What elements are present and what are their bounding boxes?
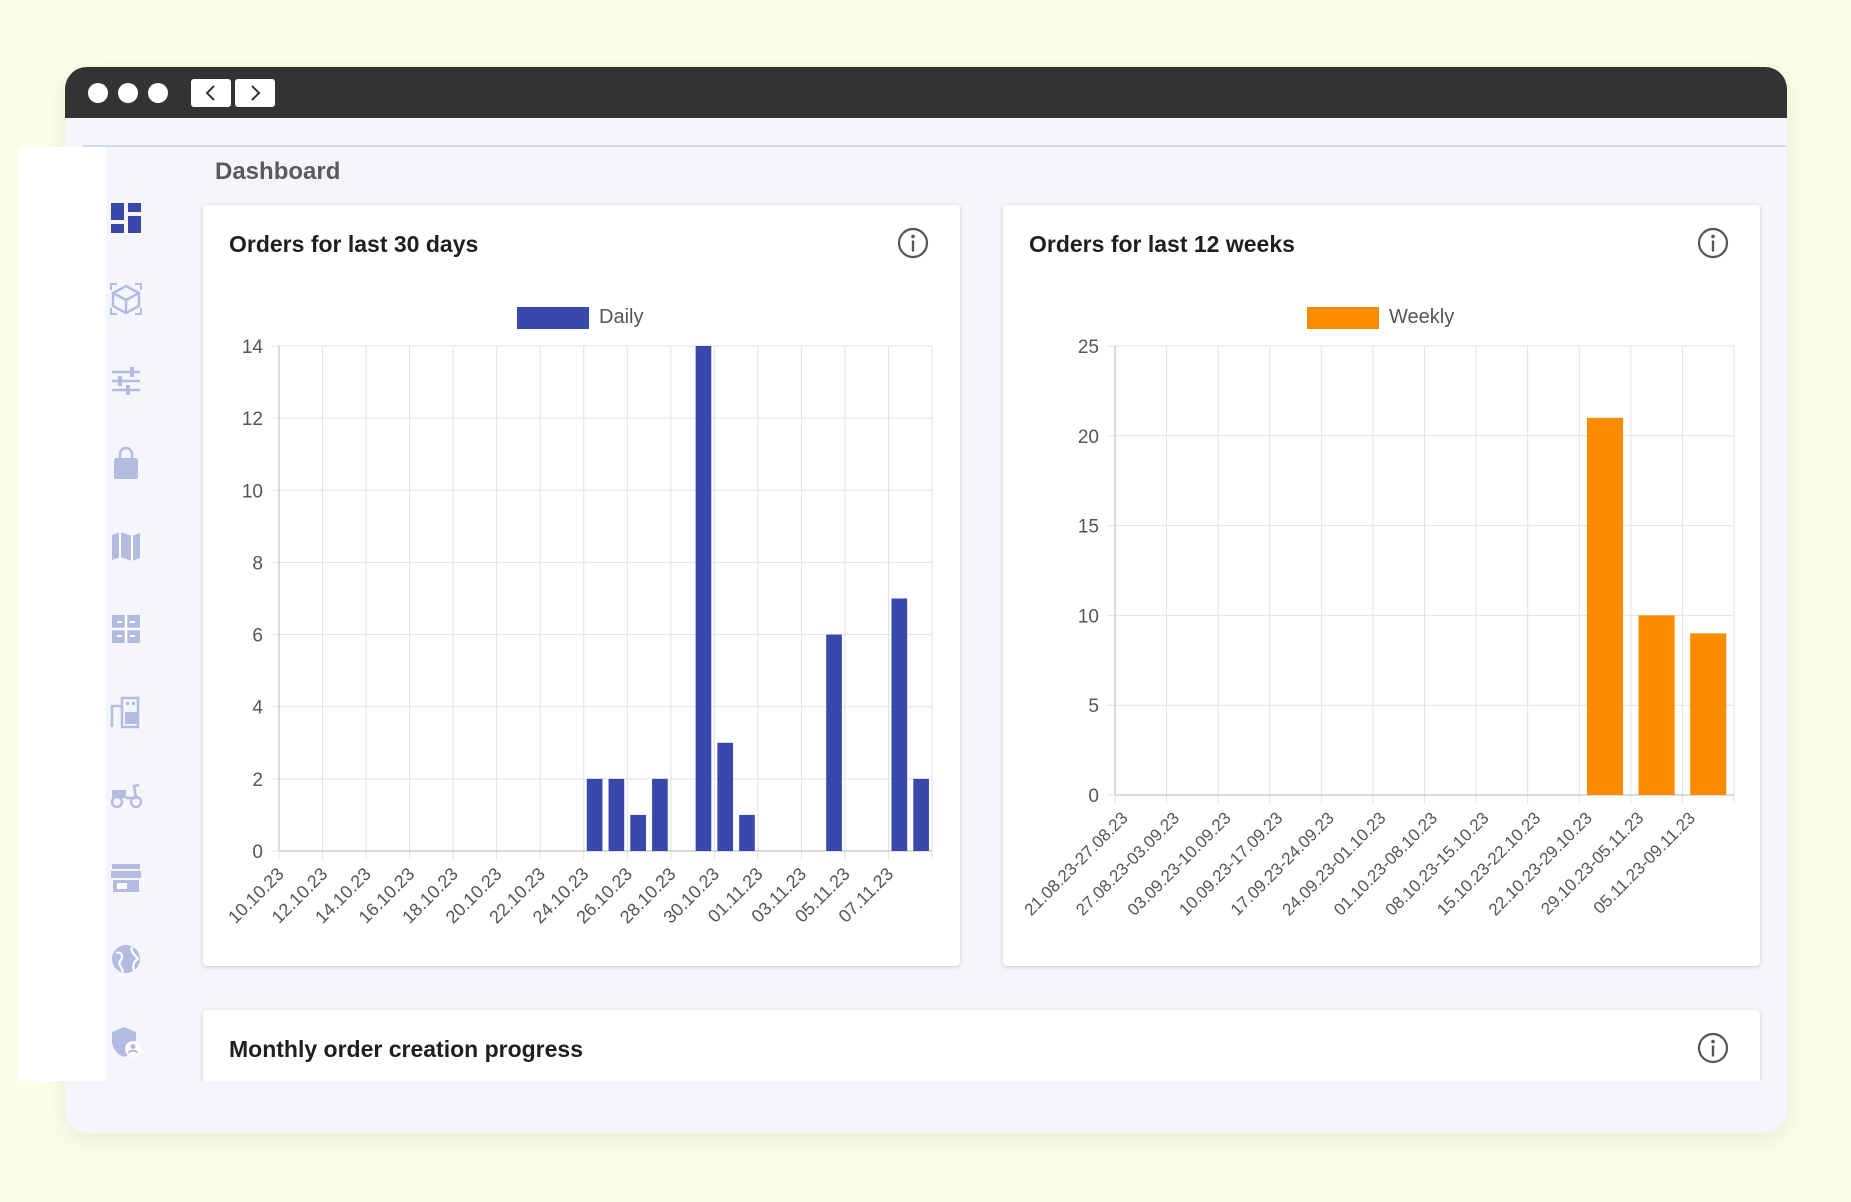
sidebar-table-icon[interactable]: [108, 611, 144, 647]
y-tick-label: 10: [1078, 606, 1099, 627]
chart-legend[interactable]: Daily: [517, 306, 643, 329]
legend-label: Weekly: [1389, 306, 1455, 328]
sidebar-shopping-bag-icon[interactable]: [108, 446, 144, 482]
window-dot-icon[interactable]: [88, 83, 108, 103]
sidebar-shield-user-icon[interactable]: [108, 1024, 144, 1060]
sidebar-building-icon[interactable]: [108, 694, 144, 730]
daily-orders-card: Orders for last 30 days Daily 0 2 4 6 8 10 12 1…: [203, 205, 960, 966]
bar[interactable]: [891, 598, 908, 852]
bar[interactable]: [913, 778, 929, 851]
bar[interactable]: [826, 634, 842, 851]
y-tick-label: 8: [252, 553, 263, 574]
forward-button[interactable]: [235, 79, 275, 107]
bar[interactable]: [717, 742, 734, 851]
header-divider: [83, 145, 1786, 147]
sidebar-box-icon[interactable]: [108, 281, 144, 317]
card-title: Monthly order creation progress: [229, 1036, 584, 1062]
chevron-left-icon: [205, 85, 215, 101]
card-title: Orders for last 12 weeks: [1029, 231, 1295, 257]
bar[interactable]: [1690, 633, 1727, 795]
bar[interactable]: [586, 778, 603, 851]
y-tick-label: 5: [1088, 696, 1099, 717]
bar[interactable]: [652, 778, 668, 851]
sidebar: [18, 147, 106, 1081]
bar[interactable]: [630, 814, 646, 851]
y-tick-label: 2: [252, 770, 263, 791]
y-tick-label: 25: [1078, 337, 1099, 358]
bar[interactable]: [1638, 615, 1675, 795]
y-tick-label: 0: [1088, 786, 1099, 807]
title-bar: [65, 67, 1787, 118]
legend-swatch: [1307, 306, 1379, 329]
y-tick-label: 4: [252, 698, 263, 719]
y-tick-label: 15: [1078, 517, 1099, 538]
y-tick-label: 20: [1078, 427, 1099, 448]
window-dot-icon[interactable]: [148, 83, 168, 103]
card-title: Orders for last 30 days: [229, 231, 479, 257]
sidebar-globe-icon[interactable]: [108, 941, 144, 977]
y-tick-label: 12: [242, 409, 263, 430]
y-tick-label: 0: [252, 842, 263, 863]
sidebar-store-icon[interactable]: [108, 859, 144, 895]
y-tick-label: 10: [242, 481, 263, 502]
weekly-orders-card: Orders for last 12 weeks Weekly 0 5 10 15 20…: [1003, 205, 1760, 966]
y-tick-label: 6: [252, 626, 263, 647]
legend-swatch: [517, 306, 589, 329]
legend-label: Daily: [599, 306, 644, 328]
bar[interactable]: [1586, 417, 1624, 795]
bar[interactable]: [695, 346, 712, 851]
bar[interactable]: [739, 814, 755, 851]
sidebar-dashboard-icon[interactable]: [108, 200, 144, 236]
chevron-right-icon: [251, 85, 261, 101]
sidebar-sliders-icon[interactable]: [108, 363, 144, 399]
page-title: Dashboard: [215, 158, 341, 185]
y-tick-label: 14: [242, 337, 264, 358]
weekly-orders-chart: 051015202521.08.23-27.08.2327.08.23-03.0…: [1021, 337, 1735, 919]
bar[interactable]: [608, 778, 625, 851]
info-icon[interactable]: [1696, 1031, 1730, 1065]
window-footer: [65, 1081, 1787, 1133]
back-button[interactable]: [191, 79, 231, 107]
daily-orders-chart: 0246810121410.10.2312.10.2314.10.2316.10…: [224, 337, 933, 927]
info-icon[interactable]: [1696, 226, 1730, 260]
info-icon[interactable]: [896, 226, 930, 260]
sidebar-scooter-icon[interactable]: [108, 776, 144, 812]
monthly-progress-card: Monthly order creation progress: [203, 1010, 1760, 1081]
sidebar-map-icon[interactable]: [108, 528, 144, 564]
chart-legend[interactable]: Weekly: [1307, 306, 1454, 329]
window-dot-icon[interactable]: [118, 83, 138, 103]
